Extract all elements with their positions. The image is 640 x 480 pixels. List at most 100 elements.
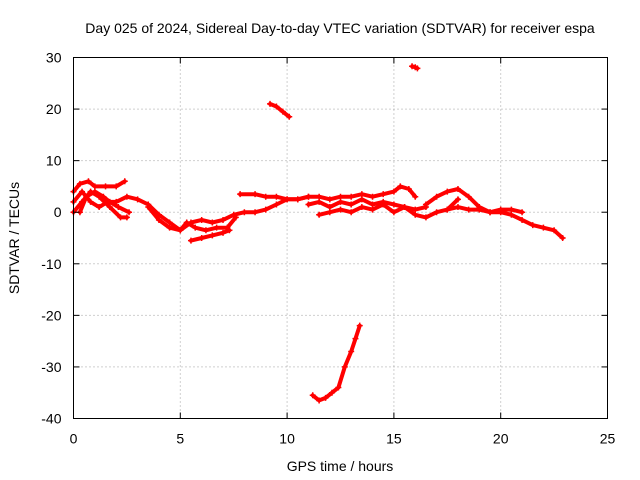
data-point (267, 100, 274, 107)
data-point (252, 209, 259, 216)
series-line (146, 194, 311, 233)
data-series-track-11 (444, 204, 526, 216)
data-point (187, 219, 194, 226)
y-tick-label: -10 (41, 256, 61, 272)
y-tick-label: -20 (41, 307, 61, 323)
data-point (85, 178, 92, 185)
data-point (237, 191, 244, 198)
data-point (102, 183, 109, 190)
data-point (294, 196, 301, 203)
data-point (115, 204, 122, 211)
data-point (397, 183, 404, 190)
data-point (198, 216, 205, 223)
data-point (409, 63, 416, 70)
data-series-track-9 (316, 196, 461, 221)
data-point (279, 108, 286, 115)
data-point (358, 191, 365, 198)
data-point (487, 209, 494, 216)
data-series-track-14 (409, 63, 421, 72)
y-tick-label: 10 (46, 153, 62, 169)
data-point (316, 198, 323, 205)
data-point (91, 183, 98, 190)
data-point (414, 65, 421, 72)
data-point (326, 204, 333, 211)
data-point (454, 204, 461, 211)
data-point (76, 180, 83, 187)
data-point (454, 196, 461, 203)
data-point (230, 211, 237, 218)
data-point (519, 209, 526, 216)
x-tick-label: 20 (493, 431, 509, 447)
data-point (412, 193, 419, 200)
data-series-track-7 (237, 183, 419, 203)
data-point (529, 222, 536, 229)
data-point (79, 188, 86, 195)
data-point (358, 204, 365, 211)
plot-frame (73, 57, 608, 419)
data-point (96, 204, 103, 211)
data-point (390, 188, 397, 195)
data-point (476, 206, 483, 213)
data-series-track-10 (422, 186, 566, 241)
data-point (113, 183, 120, 190)
x-tick-label: 10 (279, 431, 295, 447)
y-axis-label: SDTVAR / TECUs (6, 182, 22, 294)
data-point (433, 209, 440, 216)
data-point (117, 214, 124, 221)
data-point (273, 103, 280, 110)
data-point (202, 227, 209, 234)
x-tick-label: 15 (386, 431, 402, 447)
data-point (348, 193, 355, 200)
data-point (348, 201, 355, 208)
data-point (444, 206, 451, 213)
data-point (508, 211, 515, 218)
data-point (348, 348, 355, 355)
data-point (284, 196, 291, 203)
data-point (412, 211, 419, 218)
data-series-track-12 (267, 100, 293, 120)
data-point (273, 201, 280, 208)
data-point (100, 193, 107, 200)
x-axis-label: GPS time / hours (287, 458, 394, 474)
x-tick-label: 5 (176, 431, 184, 447)
data-point (337, 193, 344, 200)
data-point (356, 322, 363, 329)
y-tick-label: 0 (54, 204, 62, 220)
data-point (369, 206, 376, 213)
data-point (316, 193, 323, 200)
data-point (220, 216, 227, 223)
data-point (145, 204, 152, 211)
data-point (454, 186, 461, 193)
data-point (322, 394, 329, 401)
data-point (106, 204, 113, 211)
data-point (273, 193, 280, 200)
x-tick-label: 0 (70, 431, 78, 447)
data-point (123, 214, 130, 221)
data-point (123, 193, 130, 200)
data-point (91, 188, 98, 195)
data-point (551, 227, 558, 234)
data-point (213, 224, 220, 231)
data-series-track-3 (70, 188, 239, 234)
data-series-track-1 (70, 178, 128, 195)
data-point (422, 214, 429, 221)
data-point (540, 224, 547, 231)
data-point (83, 193, 90, 200)
data-point (465, 193, 472, 200)
data-point (405, 186, 412, 193)
data-point (335, 384, 342, 391)
data-series-track-6 (187, 227, 233, 244)
data-point (262, 193, 269, 200)
data-point (209, 232, 216, 239)
data-point (508, 206, 515, 213)
data-point (262, 206, 269, 213)
data-point (341, 363, 348, 370)
data-point (155, 216, 162, 223)
data-point (380, 191, 387, 198)
data-point (209, 219, 216, 226)
data-point (369, 193, 376, 200)
data-point (519, 216, 526, 223)
data-point (166, 219, 173, 226)
data-point (316, 211, 323, 218)
